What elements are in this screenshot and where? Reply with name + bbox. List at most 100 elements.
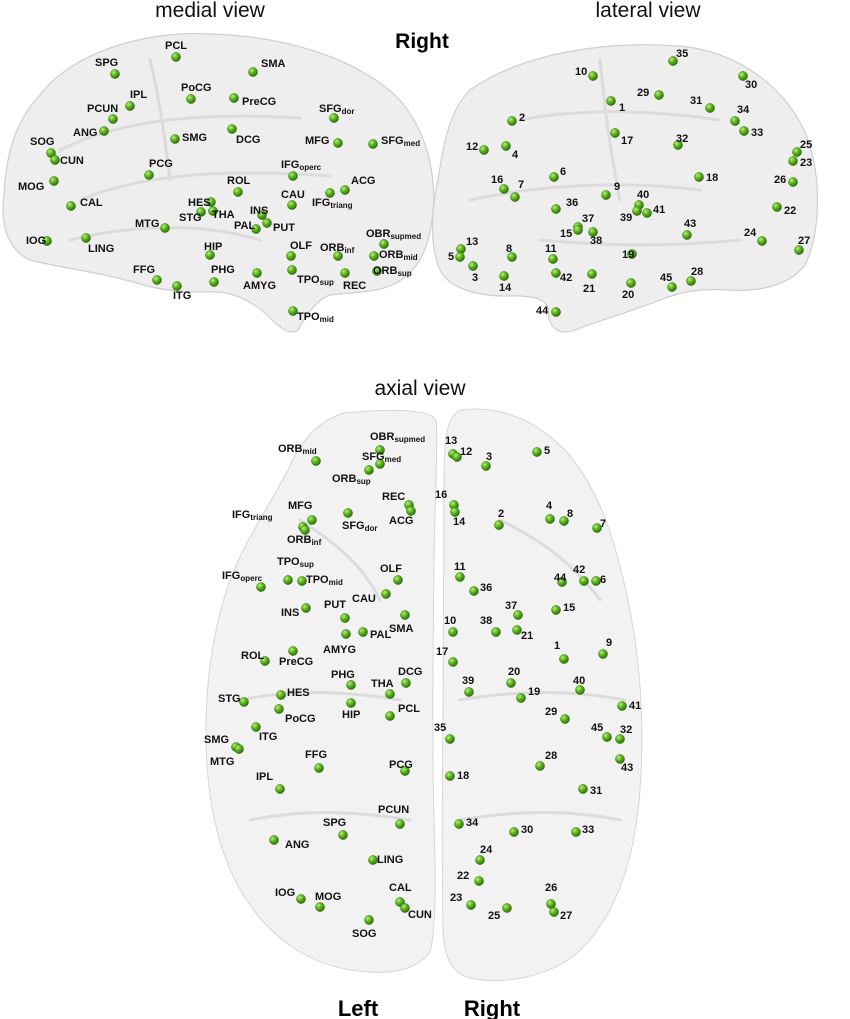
axial-left-node-ang bbox=[269, 835, 279, 845]
medial-node-ifgtriang bbox=[325, 188, 335, 198]
lateral-node-15 bbox=[573, 225, 583, 235]
medial-label-pocg: PoCG bbox=[181, 82, 212, 94]
lateral-node-12 bbox=[479, 145, 489, 155]
axial-right-label-1: 1 bbox=[554, 640, 560, 652]
lateral-label-17: 17 bbox=[621, 135, 633, 147]
axial-left-node-orbmid bbox=[311, 456, 321, 466]
medial-label-ifgtriang: IFGtriang bbox=[312, 197, 353, 210]
axial-left-label-cal: CAL bbox=[389, 882, 412, 894]
lateral-label-31: 31 bbox=[690, 95, 702, 107]
lateral-label-41: 41 bbox=[653, 204, 665, 216]
axial-left-node-pal bbox=[358, 627, 368, 637]
axial-left-label-mog: MOG bbox=[315, 891, 341, 903]
lateral-node-35 bbox=[668, 56, 678, 66]
lateral-node-4 bbox=[501, 141, 511, 151]
axial-left-label-rec: REC bbox=[382, 491, 405, 503]
axial-right-node-6 bbox=[591, 576, 601, 586]
medial-node-tposup bbox=[287, 265, 297, 275]
lateral-node-3 bbox=[468, 261, 478, 271]
medial-label-orbinf: ORBinf bbox=[320, 242, 355, 255]
axial-right-node-34 bbox=[454, 819, 464, 829]
lateral-label-39: 39 bbox=[620, 212, 632, 224]
lateral-node-21 bbox=[587, 269, 597, 279]
axial-left-node-obrsupmed bbox=[375, 445, 385, 455]
axial-left-label-sfgdor: SFGdor bbox=[342, 520, 378, 533]
medial-label-phg: PHG bbox=[211, 264, 235, 276]
axial-left-node-ifgoperc bbox=[256, 582, 266, 592]
axial-left-label-hip: HIP bbox=[342, 709, 360, 721]
medial-label-mfg: MFG bbox=[305, 135, 329, 147]
lateral-node-8 bbox=[507, 252, 517, 262]
axial-left-label-spg: SPG bbox=[323, 817, 346, 829]
medial-label-ifgoperc: IFGoperc bbox=[281, 159, 322, 172]
medial-node-ling bbox=[81, 233, 91, 243]
axial-left-node-ffg bbox=[314, 763, 324, 773]
axial-right-node-21 bbox=[512, 625, 522, 635]
medial-node-pal bbox=[251, 224, 261, 234]
medial-node-dcg bbox=[227, 124, 237, 134]
axial-right-label-43: 43 bbox=[621, 762, 633, 774]
medial-label-ang: ANG bbox=[73, 127, 97, 139]
lateral-label-2: 2 bbox=[519, 112, 525, 124]
axial-right-node-3 bbox=[481, 461, 491, 471]
medial-node-pcun bbox=[108, 114, 118, 124]
medial-node-mog bbox=[49, 176, 59, 186]
lateral-label-34: 34 bbox=[737, 104, 750, 116]
axial-right-label-9: 9 bbox=[606, 637, 612, 649]
axial-left-node-acg bbox=[406, 506, 416, 516]
axial-right-label-24: 24 bbox=[480, 844, 493, 856]
axial-left-node-precg bbox=[288, 646, 298, 656]
axial-left-node-iog bbox=[296, 894, 306, 904]
axial-right-label-4: 4 bbox=[546, 500, 553, 512]
medial-label-rec: REC bbox=[343, 280, 366, 292]
axial-right-label-22: 22 bbox=[457, 870, 469, 882]
medial-node-pcl bbox=[171, 52, 181, 62]
axial-right-hemisphere-outline bbox=[441, 408, 643, 982]
medial-label-smg: SMG bbox=[182, 132, 207, 144]
lateral-node-38 bbox=[588, 227, 598, 237]
medial-label-sma: SMA bbox=[261, 58, 286, 70]
axial-right-node-41 bbox=[617, 701, 627, 711]
lateral-node-9 bbox=[601, 190, 611, 200]
axial-left-node-pcl bbox=[385, 711, 395, 721]
axial-left-node-sma bbox=[400, 610, 410, 620]
lateral-label-18: 18 bbox=[706, 172, 718, 184]
axial-left-node-ins bbox=[301, 603, 311, 613]
medial-node-itg bbox=[172, 281, 182, 291]
medial-label-ffg: FFG bbox=[133, 264, 155, 276]
axial-left-label-orbmid: ORBmid bbox=[278, 443, 317, 456]
lateral-label-10: 10 bbox=[575, 66, 587, 78]
axial-right-node-18 bbox=[445, 771, 455, 781]
axial-left-node-phg bbox=[346, 680, 356, 690]
lateral-label-5: 5 bbox=[448, 251, 454, 263]
axial-left-label-ifgtriang: IFGtriang bbox=[232, 509, 273, 522]
lateral-node-14 bbox=[499, 271, 509, 281]
lateral-node-25 bbox=[792, 147, 802, 157]
right-hemisphere-label: Right bbox=[464, 996, 521, 1019]
axial-right-label-29: 29 bbox=[545, 706, 557, 718]
axial-left-label-orbsup: ORBsup bbox=[332, 473, 371, 486]
axial-right-node-44 bbox=[557, 577, 567, 587]
axial-right-label-16: 16 bbox=[435, 489, 447, 501]
axial-right-label-7: 7 bbox=[600, 518, 606, 530]
axial-right-node-1 bbox=[559, 654, 569, 664]
lateral-label-44: 44 bbox=[536, 305, 549, 317]
axial-right-node-29 bbox=[560, 714, 570, 724]
lateral-label-32: 32 bbox=[676, 133, 688, 145]
lateral-view-title: lateral view bbox=[595, 0, 701, 22]
medial-node-obrsupmed bbox=[379, 239, 389, 249]
lateral-node-34 bbox=[730, 116, 740, 126]
axial-left-node-mfg bbox=[307, 515, 317, 525]
medial-label-itg: ITG bbox=[173, 290, 191, 302]
lateral-label-40: 40 bbox=[637, 189, 649, 201]
axial-right-label-44: 44 bbox=[554, 572, 567, 584]
axial-right-label-2: 2 bbox=[498, 508, 504, 520]
medial-label-pcl: PCL bbox=[165, 40, 187, 52]
lateral-node-22 bbox=[772, 202, 782, 212]
axial-right-node-19 bbox=[516, 693, 526, 703]
axial-right-node-27 bbox=[549, 907, 559, 917]
lateral-node-5 bbox=[455, 252, 465, 262]
axial-right-label-13: 13 bbox=[445, 435, 457, 447]
medial-label-sfgmed: SFGmed bbox=[381, 135, 420, 148]
